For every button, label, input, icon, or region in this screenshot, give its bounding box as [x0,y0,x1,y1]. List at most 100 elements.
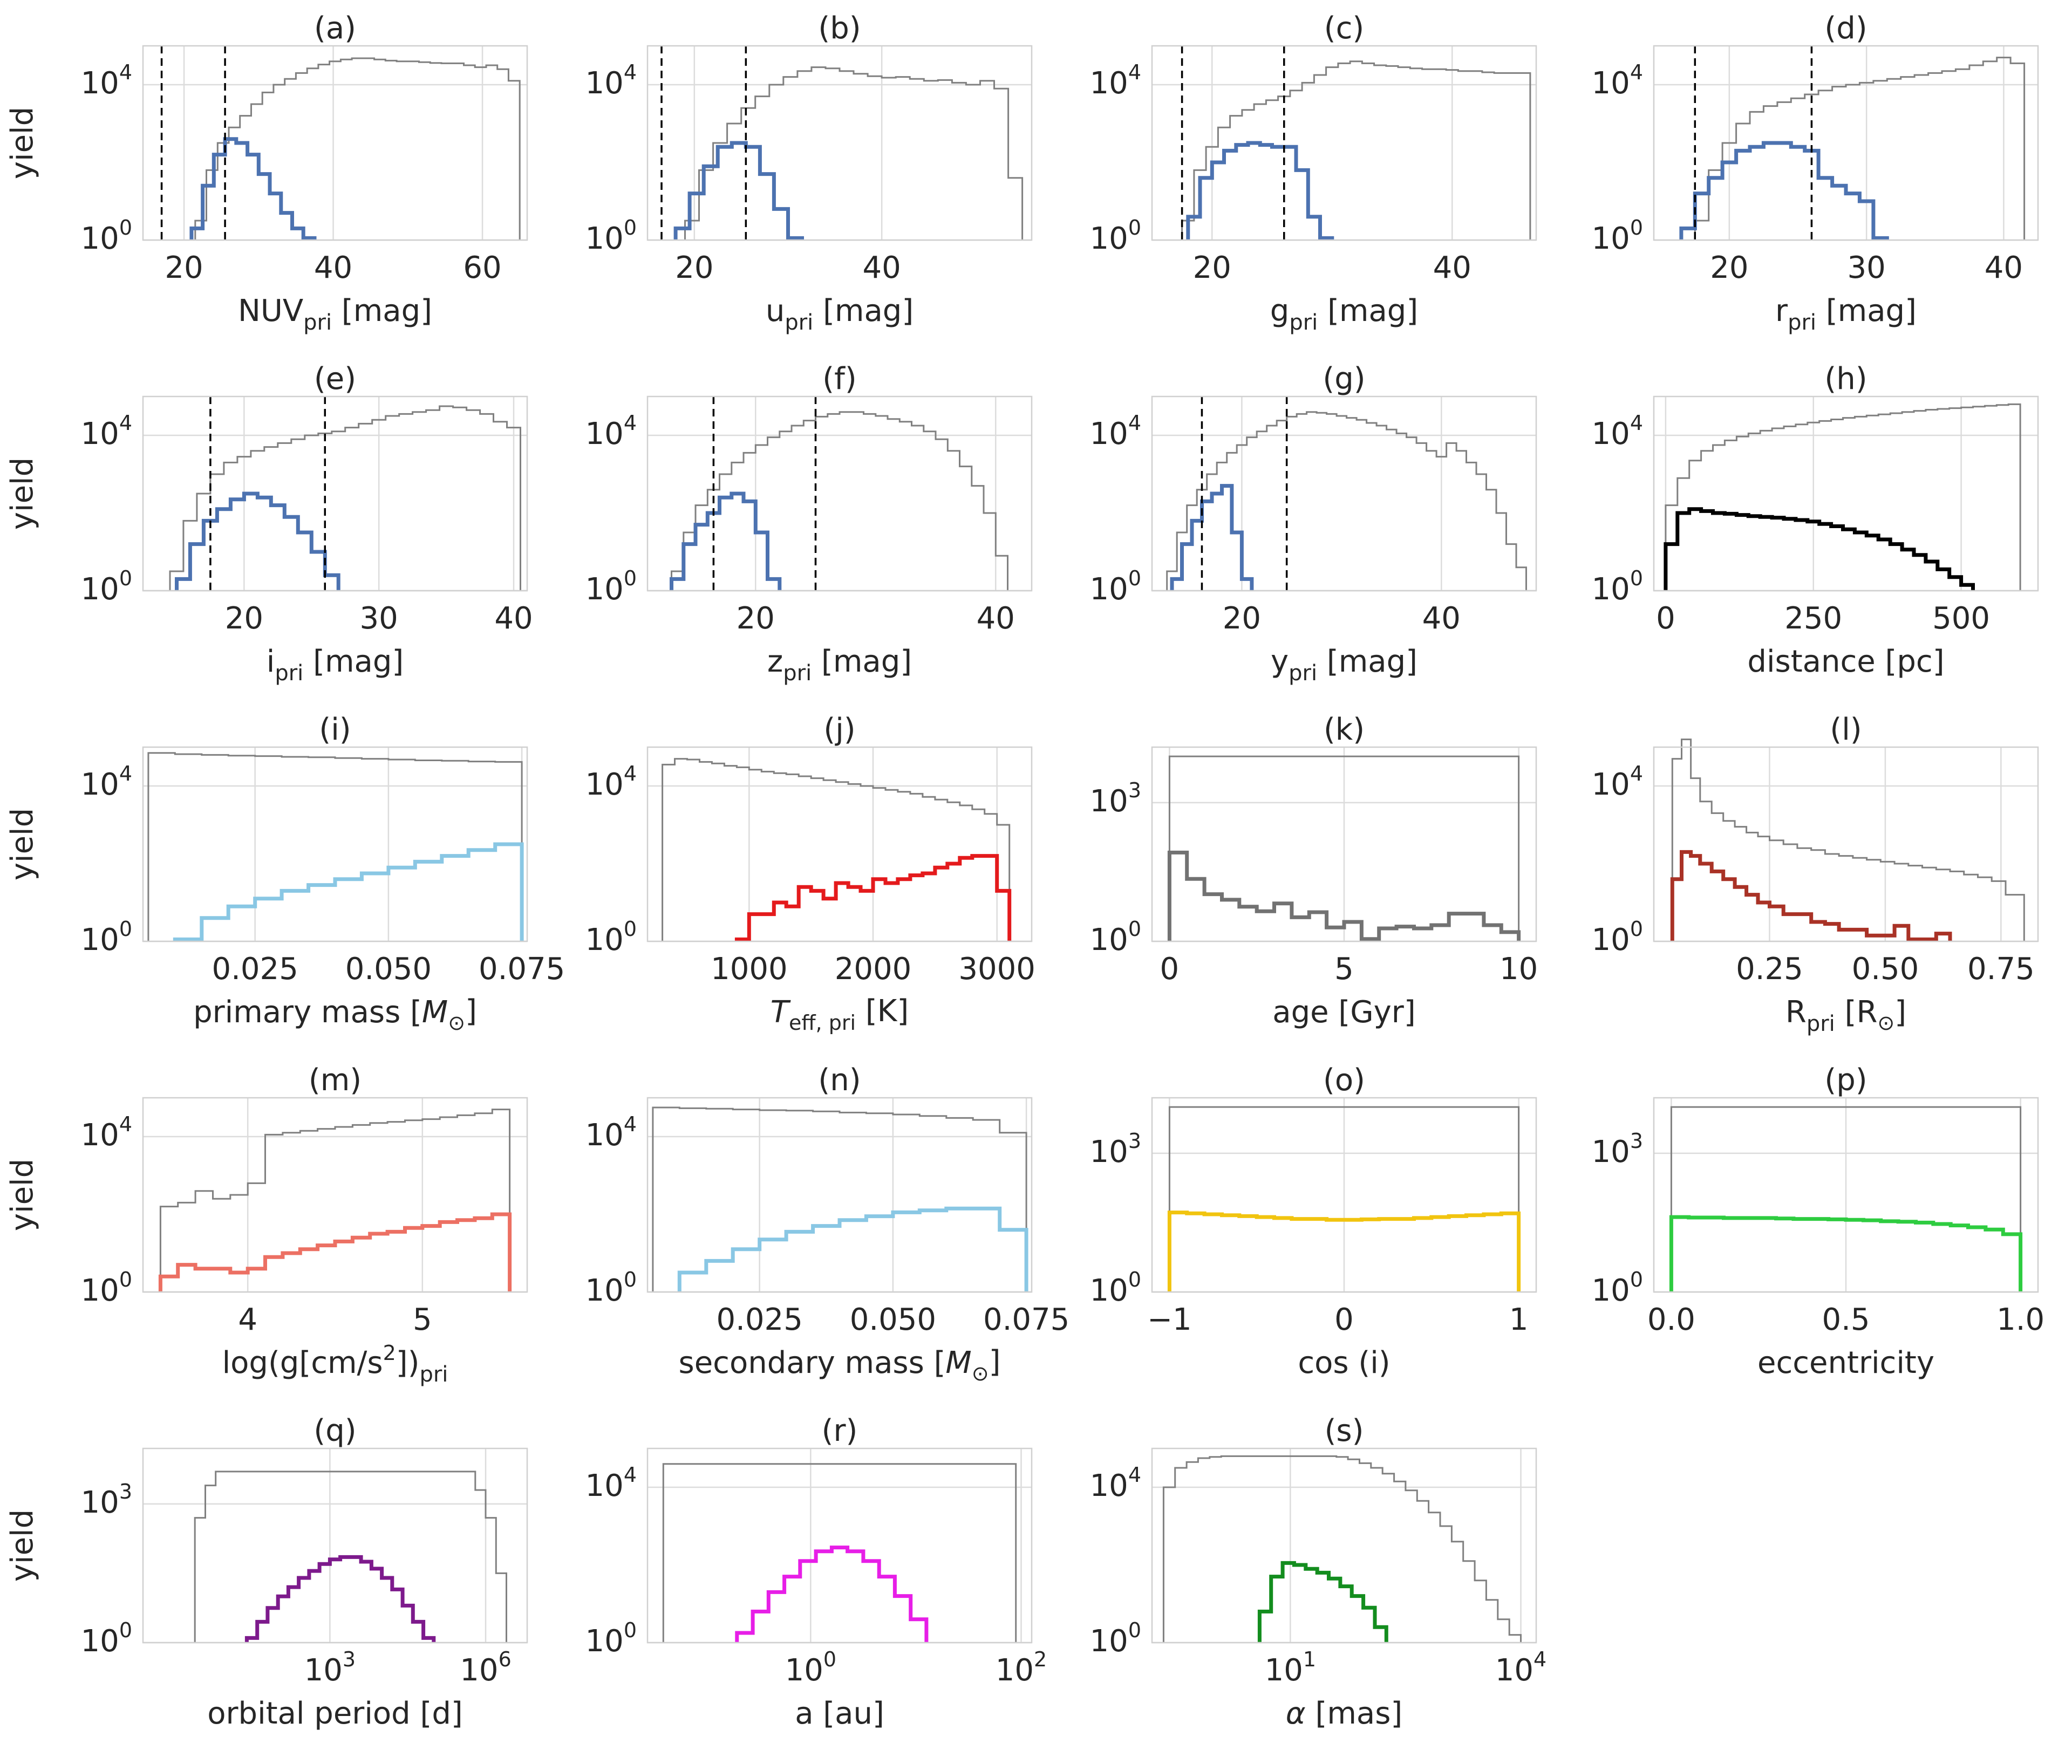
all-systems-histogram [652,1106,1027,1292]
y-tick-label: 104 [1090,60,1141,101]
all-systems-histogram [169,405,521,591]
panel-title: (r) [822,1413,858,1448]
y-tick-label: 103 [1592,1129,1643,1170]
x-axis-label: upri [mag] [766,293,914,335]
panel-title: (p) [1824,1063,1867,1098]
x-axis-label: ipri [mag] [267,644,404,686]
panel-c: (c) 20 40 100 104 gpri [mag] [1090,11,1537,335]
x-tick-label: 103 [304,1647,356,1688]
all-systems-histogram [1166,411,1527,591]
y-tick-label: 100 [81,1268,132,1308]
axes-frame [646,1447,1033,1644]
x-axis-label: log(g[cm/s2])pri [222,1341,448,1387]
y-tick-label: 100 [81,566,132,607]
x-tick-label: 0.050 [850,1302,936,1337]
axes-frame [1151,1097,1537,1293]
panel-l: (l) 0.25 0.50 0.75 100 104 Rpri [R⊙] [1592,712,2039,1036]
panel-title: (i) [319,712,351,747]
detected-systems-histogram [1167,850,1521,941]
axes-frame [1151,746,1537,942]
y-tick-label: 104 [585,1463,637,1503]
y-tick-label: 104 [81,411,132,452]
x-tick-label: 40 [1433,250,1471,285]
x-tick-label: 0.25 [1736,952,1803,987]
y-tick-label: 100 [1090,1268,1141,1308]
x-axis-label: age [Gyr] [1272,995,1415,1030]
x-tick-label: 5 [413,1302,432,1337]
y-tick-label: 103 [1090,778,1141,819]
x-axis-label: rpri [mag] [1775,293,1917,335]
panel-h: (h) 0 250 500 100 104 distance [pc] [1592,361,2039,679]
axes-frame [142,395,528,592]
x-tick-label: 101 [1265,1647,1316,1688]
all-systems-histogram [662,758,1011,941]
x-axis-label: orbital period [d] [207,1696,462,1731]
panel-n: (n) 0.025 0.050 0.075 100 104 secondary mass [… [585,1063,1070,1385]
plot-area [143,1098,527,1292]
all-systems-histogram [1694,57,2026,240]
x-axis-label: NUVpri [mag] [238,293,432,335]
panel-title: (f) [822,361,856,396]
axes-frame [646,45,1033,241]
y-tick-label: 100 [81,917,132,958]
all-systems-histogram [159,1109,511,1292]
y-tick-label: 100 [585,566,637,607]
y-tick-label: 100 [81,216,132,256]
detected-systems-histogram [677,1206,1028,1292]
y-axis-label: yield [5,457,40,530]
y-tick-label: 104 [81,762,132,802]
plot-area [1152,1448,1536,1643]
y-tick-label: 104 [585,60,637,101]
panel-e: (e) 20 30 40 100 104 ipri [mag] yield [5,361,533,686]
axes-frame [646,1097,1033,1293]
all-systems-histogram [194,1471,507,1643]
detected-systems-histogram [1257,1561,1388,1643]
y-axis-label: yield [5,107,40,179]
y-tick-label: 100 [585,216,637,256]
y-tick-label: 100 [1090,917,1141,958]
plot-area [1654,747,2038,941]
x-tick-label: 0.050 [345,952,432,987]
all-systems-histogram [1671,739,2025,941]
panel-b: (b) 20 40 100 104 upri [mag] [585,11,1033,335]
all-systems-histogram [1162,1455,1522,1643]
detected-systems-histogram [735,1546,929,1643]
axes-frame [1653,746,2039,942]
all-systems-histogram [1168,1106,1520,1292]
detected-systems-histogram [189,137,317,240]
x-tick-label: 1.0 [1996,1302,2044,1337]
x-tick-label: 500 [1932,601,1990,636]
panel-title: (s) [1325,1413,1364,1448]
x-axis-label: distance [pc] [1747,644,1944,679]
y-tick-label: 104 [81,60,132,101]
x-tick-label: 2000 [835,952,912,987]
plot-area [648,396,1032,591]
panel-f: (f) 20 40 100 104 zpri [mag] [585,361,1033,686]
plot-area [143,1448,527,1643]
detected-systems-histogram [670,491,782,591]
axes-frame [142,746,528,942]
panel-j: (j) 1000 2000 3000 100 104 Teff, pri [K] [585,712,1035,1035]
detected-systems-histogram [673,141,804,240]
panel-title: (a) [314,11,356,46]
x-tick-label: 100 [785,1647,836,1688]
plot-area [1152,396,1536,591]
all-systems-histogram [1181,60,1531,240]
detected-systems-histogram [1670,850,1952,941]
x-tick-label: 40 [494,601,533,636]
x-tick-label: 0 [1160,952,1180,987]
detected-systems-histogram [1170,484,1254,591]
x-tick-label: 0 [1334,1302,1354,1337]
panel-title: (k) [1324,712,1365,747]
panel-title: (c) [1324,11,1364,46]
all-systems-histogram [671,411,1008,591]
x-tick-label: 40 [1985,250,2023,285]
x-tick-label: 1 [1509,1302,1529,1337]
panel-o: (o) −1 0 1 100 103 cos (i) [1090,1063,1537,1380]
all-systems-histogram [194,57,521,240]
y-tick-label: 104 [585,762,637,802]
y-tick-label: 100 [585,1618,637,1659]
detected-systems-histogram [1664,507,1975,591]
x-tick-label: 60 [463,250,501,285]
